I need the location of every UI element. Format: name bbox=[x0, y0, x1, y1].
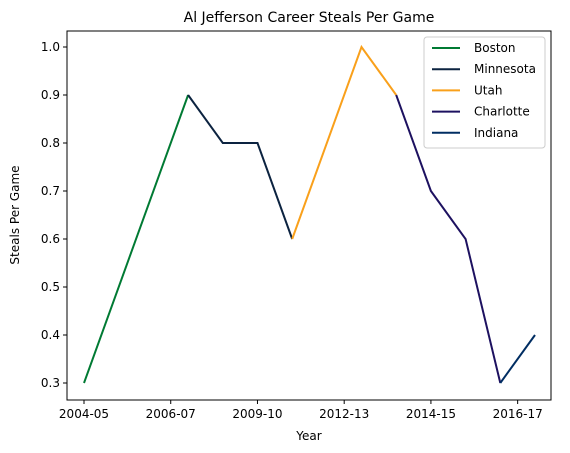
legend-label: Utah bbox=[474, 83, 502, 97]
series-line-boston bbox=[84, 95, 188, 383]
y-tick-label: 0.9 bbox=[41, 88, 60, 102]
x-tick-label: 2014-15 bbox=[406, 407, 456, 421]
y-tick-label: 0.8 bbox=[41, 136, 60, 150]
x-tick-label: 2004-05 bbox=[59, 407, 109, 421]
y-tick-label: 0.4 bbox=[41, 328, 60, 342]
chart-title: Al Jefferson Career Steals Per Game bbox=[184, 10, 435, 26]
legend-label: Boston bbox=[474, 41, 515, 55]
x-axis-title: Year bbox=[295, 429, 321, 443]
legend-label: Charlotte bbox=[474, 105, 530, 119]
x-tick-label: 2006-07 bbox=[146, 407, 196, 421]
x-axis: 2004-05 2006-07 2009-10 2012-13 2014-15 2016-… bbox=[59, 400, 543, 421]
y-tick-label: 0.7 bbox=[41, 184, 60, 198]
y-tick-label: 0.6 bbox=[41, 232, 60, 246]
y-axis-title: Steals Per Game bbox=[8, 165, 22, 264]
series-line-minnesota bbox=[188, 95, 292, 239]
x-tick-label: 2012-13 bbox=[319, 407, 369, 421]
legend: Boston Minnesota Utah Charlotte Indiana bbox=[424, 37, 545, 148]
x-tick-label: 2009-10 bbox=[232, 407, 282, 421]
series-line-indiana bbox=[500, 335, 535, 383]
series-line-utah bbox=[292, 47, 396, 239]
y-tick-label: 0.3 bbox=[41, 376, 60, 390]
y-tick-label: 1.0 bbox=[41, 40, 60, 54]
x-tick-label: 2016-17 bbox=[493, 407, 543, 421]
y-axis: 0.3 0.4 0.5 0.6 0.7 0.8 0.9 1.0 bbox=[41, 40, 67, 390]
legend-label: Indiana bbox=[474, 126, 518, 140]
legend-label: Minnesota bbox=[474, 62, 536, 76]
y-tick-label: 0.5 bbox=[41, 280, 60, 294]
